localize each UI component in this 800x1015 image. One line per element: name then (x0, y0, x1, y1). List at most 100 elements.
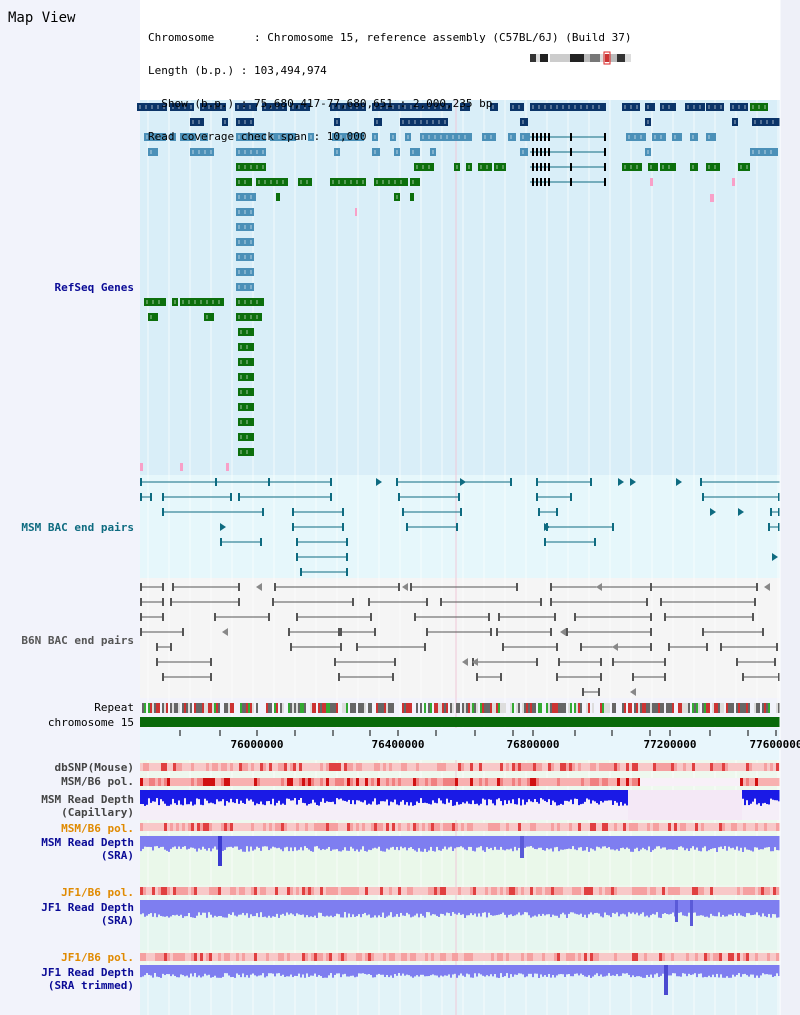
bac-arrow (560, 628, 566, 636)
depth-bar (504, 836, 506, 851)
jf1-b6-pol-label[interactable]: JF1/B6 pol. (61, 886, 134, 899)
depth-bar (328, 965, 330, 976)
depth-bar (610, 836, 612, 850)
polymorphism-cell (620, 778, 623, 786)
polymorphism-cell (560, 778, 563, 786)
depth-bar (470, 965, 472, 978)
depth-bar (254, 836, 256, 850)
bac-end (140, 493, 142, 501)
jf1-read-depth-sra-label[interactable]: JF1 Read Depth (41, 901, 134, 914)
polymorphism-cell (206, 887, 209, 895)
polymorphism-cell (494, 823, 497, 831)
depth-bar (170, 790, 172, 805)
depth-bar (236, 965, 238, 974)
polymorphism-cell (632, 823, 635, 831)
polymorphism-cell (254, 953, 257, 961)
depth-bar (662, 965, 664, 974)
depth-bar (388, 790, 390, 806)
polymorphism-cell (620, 763, 623, 771)
polymorphism-cell (536, 778, 539, 786)
depth-bar (612, 836, 614, 850)
depth-bar (356, 790, 358, 801)
depth-bar (198, 836, 200, 849)
polymorphism-cell (635, 953, 638, 961)
depth-bar (308, 900, 310, 918)
polymorphism-cell (404, 763, 407, 771)
depth-bar (516, 900, 518, 915)
polymorphism-cell (539, 953, 542, 961)
polymorphism-cell (176, 823, 179, 831)
jf1-b6-pol-trimmed-label[interactable]: JF1/B6 pol. (61, 951, 134, 964)
depth-bar (556, 900, 558, 916)
repeat-mark (288, 703, 290, 713)
polymorphism-cell (197, 887, 200, 895)
bac-end (632, 673, 634, 681)
polymorphism-cell (323, 887, 326, 895)
polymorphism-cell (458, 887, 461, 895)
msm-read-depth-capillary-label[interactable]: MSM Read Depth (41, 793, 134, 806)
gene-feature (482, 133, 496, 141)
polymorphism-cell (548, 823, 551, 831)
depth-bar (586, 836, 588, 848)
depth-bar (428, 965, 430, 977)
bac-end (650, 643, 652, 651)
polymorphism-cell (698, 823, 701, 831)
polymorphism-cell (347, 823, 350, 831)
ideogram-band (625, 54, 631, 62)
polymorphism-cell (707, 763, 710, 771)
jf1-read-depth-trimmed-label[interactable]: JF1 Read Depth (41, 966, 134, 979)
repeat-mark (708, 703, 710, 713)
depth-bar (224, 836, 226, 850)
depth-bar (200, 790, 202, 805)
msm-b6-pol-label[interactable]: MSM/B6 pol. (61, 775, 134, 788)
msm-read-depth-sra-label[interactable]: MSM Read Depth (41, 836, 134, 849)
polymorphism-cell (599, 763, 602, 771)
depth-bar (722, 900, 724, 915)
depth-bar (378, 836, 380, 847)
depth-bar (446, 965, 448, 976)
depth-bar (484, 965, 486, 977)
gene-feature (690, 133, 698, 141)
polymorphism-cell (368, 823, 371, 831)
depth-bar (198, 965, 200, 976)
polymorphism-cell (395, 778, 398, 786)
polymorphism-cell (386, 887, 389, 895)
depth-bar (678, 965, 680, 977)
polymorphism-cell (623, 887, 626, 895)
polymorphism-cell (146, 778, 149, 786)
depth-bar (266, 836, 268, 847)
depth-bar (318, 836, 320, 849)
depth-bar (564, 836, 566, 850)
polymorphism-cell (656, 823, 659, 831)
gene-feature (238, 358, 254, 366)
depth-bar (444, 836, 446, 847)
bac-end (140, 598, 142, 606)
depth-bar (456, 790, 458, 802)
depth-bar (378, 900, 380, 916)
depth-bar (172, 900, 174, 915)
depth-bar (508, 836, 510, 850)
polymorphism-cell (647, 887, 650, 895)
depth-bar (242, 836, 244, 852)
depth-bar (456, 900, 458, 915)
msm-b6-pol-sra-label[interactable]: MSM/B6 pol. (61, 822, 134, 835)
depth-bar (540, 900, 542, 916)
polymorphism-cell (350, 763, 353, 771)
b6n-bac-label[interactable]: B6N BAC end pairs (21, 634, 134, 647)
polymorphism-cell (572, 778, 575, 786)
depth-bar (588, 900, 590, 915)
ideogram-band (550, 54, 570, 62)
depth-bar (706, 900, 708, 917)
depth-bar (542, 965, 544, 977)
dbsnp-label[interactable]: dbSNP(Mouse) (54, 761, 134, 774)
repeat-mark (216, 703, 218, 713)
polymorphism-cell (209, 887, 212, 895)
bac-end (554, 613, 556, 621)
refseq-genes-label[interactable]: RefSeq Genes (54, 281, 134, 294)
polymorphism-cell (398, 887, 401, 895)
bac-end (598, 688, 600, 696)
msm-bac-label[interactable]: MSM BAC end pairs (21, 521, 134, 534)
depth-bar (722, 836, 724, 850)
bac-end (156, 643, 158, 651)
